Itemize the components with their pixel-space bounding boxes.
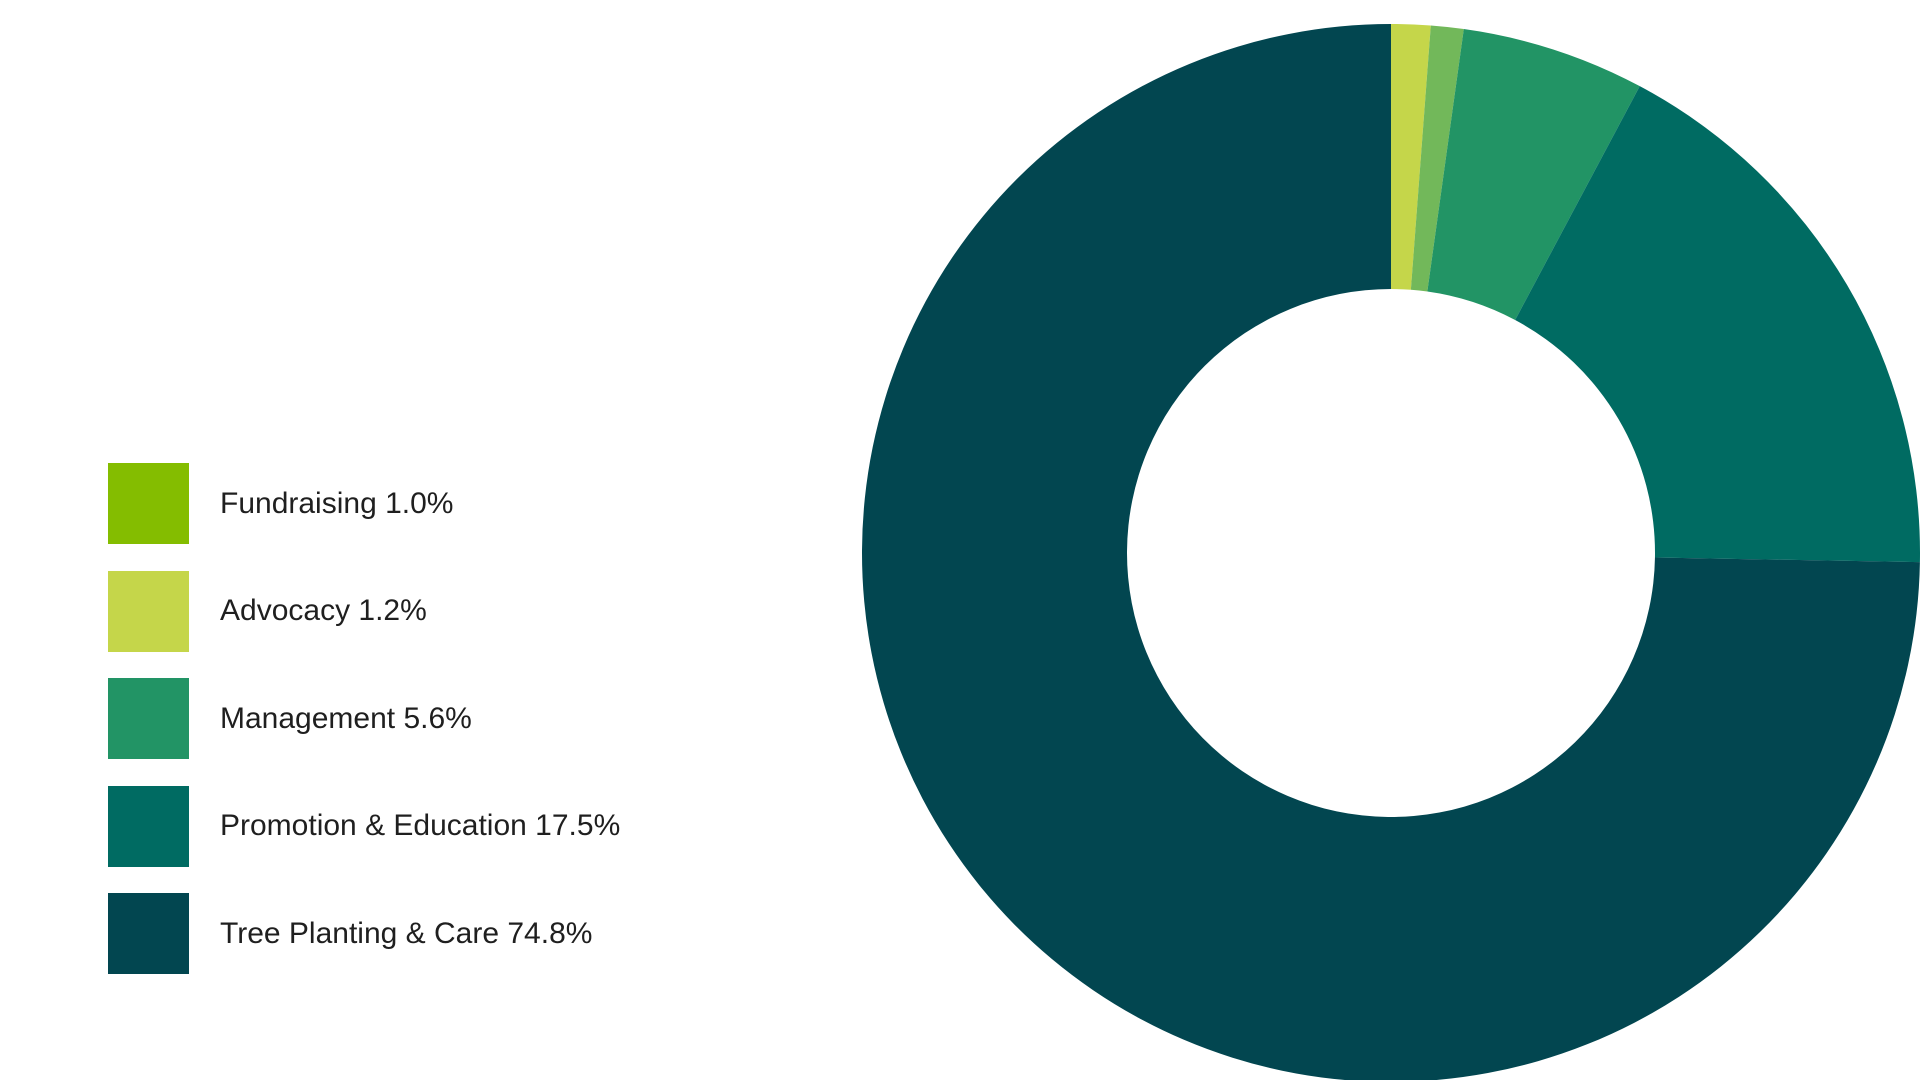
legend-swatch-management [108,678,189,759]
legend-label-tree-planting-care: Tree Planting & Care 74.8% [220,916,593,950]
donut-slice-advocacy [1391,24,1431,290]
legend: Fundraising 1.0% Advocacy 1.2% Managemen… [108,463,808,1001]
legend-label-fundraising: Fundraising 1.0% [220,486,454,520]
legend-label-management: Management 5.6% [220,701,472,735]
legend-item-promotion-education: Promotion & Education 17.5% [108,785,808,867]
donut-slice-fundraising [1410,25,1464,292]
legend-swatch-fundraising [108,463,189,544]
legend-label-advocacy: Advocacy 1.2% [220,594,427,627]
legend-item-tree-planting-care: Tree Planting & Care 74.8% [108,893,808,974]
donut-slice-tree-planting-care [862,24,1920,1080]
legend-item-fundraising: Fundraising 1.0% [108,463,808,544]
legend-swatch-promotion-education [108,785,189,867]
legend-item-advocacy: Advocacy 1.2% [108,570,808,652]
legend-swatch-tree-planting-care [108,893,189,974]
legend-swatch-advocacy [108,570,189,652]
donut-slice-management [1427,29,1640,321]
donut-slice-promotion-education [1515,86,1920,563]
legend-item-management: Management 5.6% [108,678,808,759]
donut-chart [862,24,1920,1080]
legend-label-promotion-education: Promotion & Education 17.5% [220,809,621,842]
